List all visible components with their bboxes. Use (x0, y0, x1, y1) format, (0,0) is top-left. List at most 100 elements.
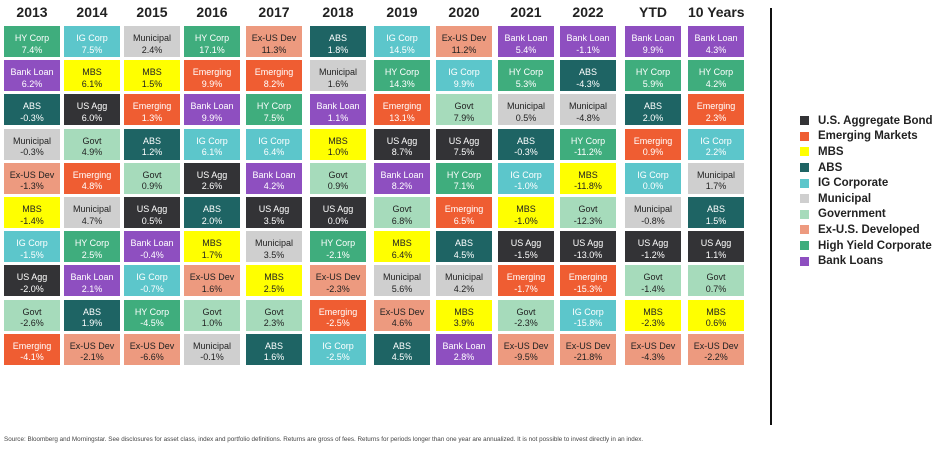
return-value: 0.0% (642, 181, 664, 192)
asset-class-label: Bank Loan (631, 33, 675, 43)
return-cell: IG Corp -2.5% (310, 333, 366, 365)
asset-class-label: Ex-US Dev (565, 340, 611, 351)
return-cell: IG Corp 9.9% (436, 60, 492, 92)
asset-class-label: Emerging (568, 272, 608, 283)
return-value: 6.4% (263, 147, 285, 158)
asset-class-label: US Agg (258, 204, 290, 214)
return-value: 4.9% (81, 147, 103, 158)
asset-class-label: HY Corp (134, 306, 170, 317)
legend-swatch (800, 241, 809, 251)
asset-class-label: MBS (82, 67, 102, 78)
return-cell: Ex-US Dev 11.3% (246, 26, 302, 57)
return-cell: Govt 2.3% (246, 299, 302, 331)
return-value: -1.7% (514, 283, 538, 294)
return-value: 1.2% (141, 147, 163, 158)
return-value: -1.0% (514, 181, 538, 192)
return-value: 2.3% (705, 112, 727, 123)
asset-class-label: US Agg (196, 169, 228, 180)
return-value: 7.5% (263, 112, 285, 123)
return-value: -1.5% (20, 249, 44, 260)
return-value: 4.6% (391, 318, 413, 329)
return-value: 11.2% (451, 44, 477, 55)
return-cell: Municipal 2.4% (124, 26, 180, 57)
return-value: 7.5% (81, 44, 103, 55)
return-value: 14.5% (389, 44, 415, 55)
asset-class-label: Municipal (633, 204, 673, 214)
return-cell: HY Corp -11.2% (560, 128, 616, 160)
return-value: 8.7% (391, 147, 413, 158)
return-cell: Bank Loan 1.1% (310, 94, 366, 126)
return-cell: Bank Loan 9.9% (625, 26, 681, 57)
asset-class-label: MBS (516, 204, 536, 214)
return-value: -4.3% (576, 78, 600, 89)
return-value: 5.6% (391, 283, 413, 294)
return-value: -2.3% (326, 283, 350, 294)
return-value: -9.5% (514, 352, 538, 363)
return-cell: Ex-US Dev -2.1% (64, 333, 120, 365)
return-cell: HY Corp 5.9% (625, 60, 681, 92)
return-value: -15.3% (573, 283, 603, 294)
return-cell: Municipal 4.7% (64, 197, 120, 228)
return-cell: HY Corp 5.3% (498, 60, 554, 92)
return-cell: IG Corp 6.1% (184, 128, 240, 160)
return-cell: US Agg 0.0% (310, 197, 366, 228)
return-cell: ABS -0.3% (4, 94, 60, 126)
return-value: 2.4% (141, 44, 163, 55)
asset-class-label: Bank Loan (130, 238, 174, 249)
return-value: 14.3% (389, 78, 415, 89)
legend-label: ABS (818, 161, 843, 174)
return-cell: MBS -2.3% (625, 299, 681, 331)
divider-line (770, 8, 772, 425)
legend-item: IG Corporate (800, 175, 933, 191)
return-value: 2.5% (81, 249, 103, 260)
return-cell: MBS 6.1% (64, 60, 120, 92)
return-cell: Bank Loan 5.4% (498, 26, 554, 57)
return-value: 2.6% (201, 181, 223, 192)
return-value: 6.4% (391, 249, 413, 260)
legend-item: High Yield Corporate (800, 238, 933, 254)
asset-class-label: IG Corp (322, 340, 354, 351)
return-value: -1.2% (641, 249, 665, 260)
return-value: 11.3% (261, 44, 287, 55)
asset-class-label: Municipal (192, 340, 232, 351)
asset-class-label: IG Corp (136, 272, 168, 283)
return-value: 1.1% (705, 249, 727, 260)
asset-class-label: Emerging (633, 135, 673, 146)
return-cell: US Agg 1.1% (688, 231, 744, 263)
return-cell: Ex-US Dev 4.6% (374, 299, 430, 331)
asset-class-label: HY Corp (508, 67, 544, 78)
return-value: -2.1% (80, 352, 104, 363)
column-header: 2017 (258, 4, 290, 20)
asset-class-label: Govt (643, 272, 663, 283)
return-value: -11.2% (574, 147, 602, 158)
return-value: 2.2% (705, 147, 727, 158)
legend-swatch (800, 116, 809, 126)
return-cell: Bank Loan 2.8% (436, 333, 492, 365)
asset-class-label: MBS (328, 135, 348, 146)
column-header: 2018 (322, 4, 354, 20)
return-value: -2.1% (326, 249, 350, 260)
column-header: 2019 (386, 4, 418, 20)
return-value: 4.3% (705, 44, 727, 55)
return-value: 8.2% (391, 181, 413, 192)
return-cell: US Agg -1.5% (498, 231, 554, 263)
return-cell: Emerging -15.3% (560, 265, 616, 297)
asset-class-label: Govt (578, 204, 598, 214)
legend-swatch (800, 209, 809, 219)
return-cell: MBS -1.0% (498, 197, 554, 228)
column-header: 2021 (510, 4, 542, 20)
return-value: 4.5% (391, 352, 413, 363)
asset-class-label: IG Corp (76, 33, 108, 43)
return-value: 0.5% (515, 112, 537, 123)
return-value: 6.5% (453, 215, 475, 226)
return-value: 9.9% (201, 78, 223, 89)
return-cell: Ex-US Dev -9.5% (498, 333, 554, 365)
return-value: 4.8% (81, 181, 103, 192)
asset-class-label: IG Corp (16, 238, 48, 249)
return-value: -15.8% (573, 318, 603, 329)
asset-class-label: IG Corp (196, 135, 228, 146)
asset-class-label: ABS (643, 101, 662, 112)
return-cell: IG Corp 0.0% (625, 162, 681, 194)
return-value: 2.0% (642, 112, 664, 123)
asset-class-label: Bank Loan (70, 272, 114, 283)
